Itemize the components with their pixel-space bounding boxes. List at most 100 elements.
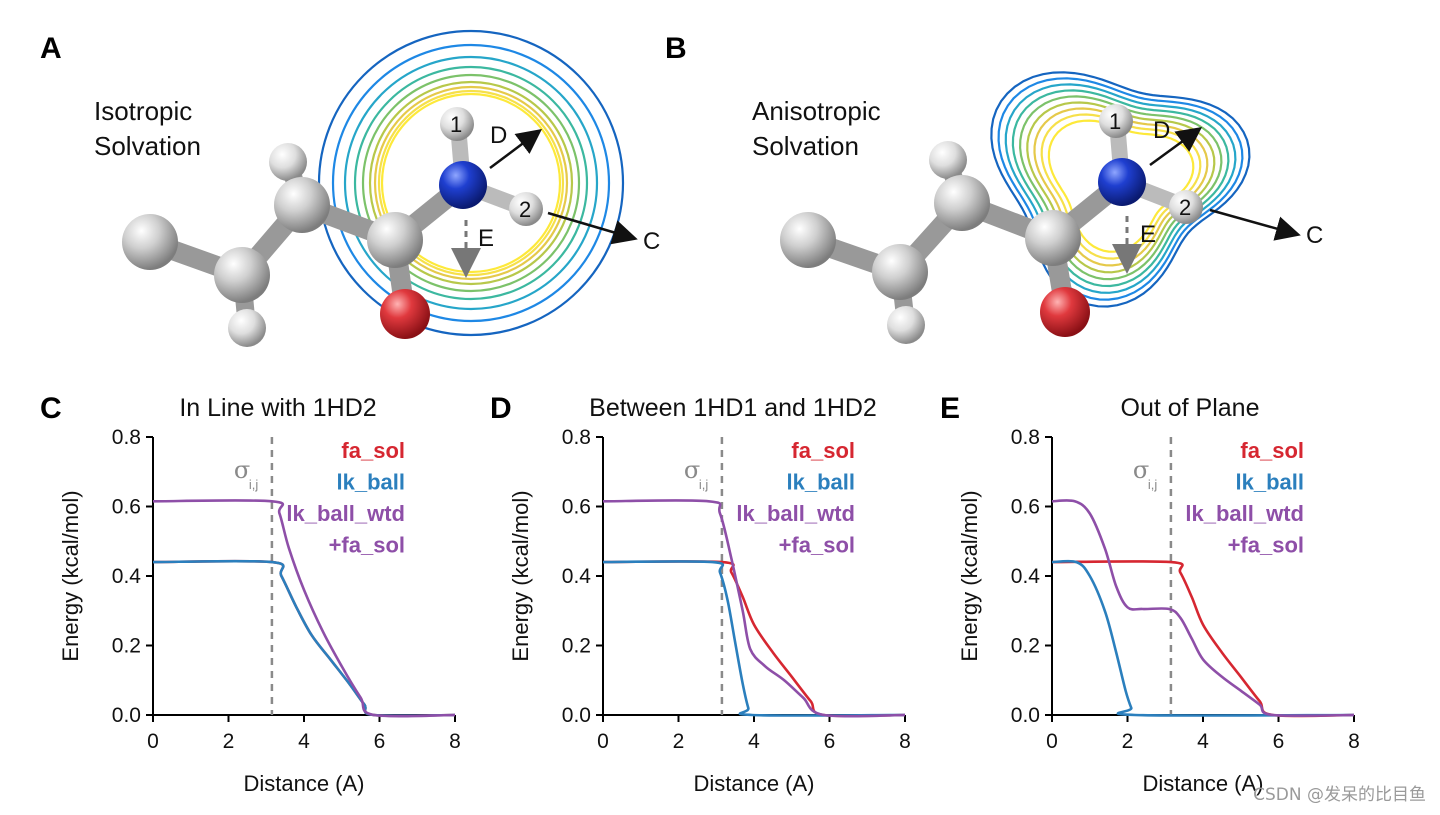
carbon-atom <box>934 175 990 231</box>
y-tick-label: 0.6 <box>562 496 591 519</box>
solvation-contour <box>1047 119 1195 253</box>
panel-letter-d: D <box>490 392 512 425</box>
solvation-contour <box>1011 89 1230 288</box>
y-tick-label: 0.4 <box>1011 565 1041 588</box>
solvation-contour <box>361 73 581 293</box>
legend-entry: fa_sol <box>791 438 855 463</box>
x-tick-label: 0 <box>597 730 609 753</box>
anisotropic-label-line2: Solvation <box>752 131 859 161</box>
legend-entry: lk_ball <box>1236 470 1304 495</box>
isotropic-solvation-contours <box>317 29 625 337</box>
series-line-fa-sol <box>152 559 456 718</box>
chart-panel-e: E Out of Plane 0 2 4 6 8 0.0 0.2 0.4 0.6 0.8 Distan… <box>940 392 1360 796</box>
carbon-atom <box>367 212 423 268</box>
legend-entry: lk_ball <box>787 470 855 495</box>
hydrogen-atom <box>269 143 307 181</box>
y-tick-label: 0.2 <box>562 635 591 658</box>
x-tick-label: 6 <box>824 730 836 753</box>
solvation-contour <box>990 71 1251 308</box>
sigma-symbol: σ <box>684 456 700 484</box>
y-tick-label: 0.6 <box>1011 496 1040 519</box>
hydrogen-atom <box>887 306 925 344</box>
x-tick-label: 8 <box>1348 730 1360 753</box>
atom-number-2: 2 <box>1179 195 1191 220</box>
anisotropic-solvation-contours <box>990 71 1251 308</box>
x-tick-label: 2 <box>1122 730 1134 753</box>
hydrogen-atom-2 <box>1169 190 1203 224</box>
legend-entry: lk_ball_wtd <box>736 501 855 526</box>
vector-c-arrow <box>1209 208 1301 241</box>
y-tick-label: 0.2 <box>1011 635 1040 658</box>
sigma-subscript: i,j <box>249 477 259 492</box>
series-line-lk-ball_wtd <box>152 499 456 718</box>
sigma-symbol: σ <box>1133 456 1149 484</box>
x-tick-label: 6 <box>374 730 386 753</box>
x-tick-label: 0 <box>1046 730 1058 753</box>
nitrogen-atom <box>439 161 487 209</box>
bonds-a <box>140 117 532 337</box>
y-tick-label: 0.4 <box>562 565 592 588</box>
solvation-contour <box>1040 113 1202 260</box>
solvation-contour <box>343 55 599 311</box>
carbon-atom <box>214 247 270 303</box>
hydrogen-atom-1 <box>440 107 474 141</box>
x-tick-label: 2 <box>673 730 685 753</box>
vector-c-label: C <box>1306 222 1323 249</box>
carbon-atom <box>780 212 836 268</box>
sigma-subscript: i,j <box>699 477 709 492</box>
solvation-contour <box>1004 83 1237 294</box>
x-tick-label: 2 <box>223 730 235 753</box>
hydrogen-atom-1 <box>1099 104 1133 138</box>
series-line-fa-sol <box>602 560 906 718</box>
x-tick-label: 4 <box>1197 730 1209 753</box>
molecule-b: 1 2 <box>780 104 1203 344</box>
panel-letter-e: E <box>940 392 960 425</box>
legend-entry: lk_ball <box>337 470 405 495</box>
series-line-fa-sol <box>1051 560 1355 718</box>
hydrogen-atom <box>929 141 967 179</box>
vector-e-label: E <box>478 225 494 252</box>
chart-title: Out of Plane <box>1121 394 1260 422</box>
panel-letter-b: B <box>665 32 687 65</box>
y-tick-label: 0.6 <box>112 496 141 519</box>
atom-number-1: 1 <box>450 112 462 137</box>
series-line-lk-ball_wtd <box>1051 499 1355 718</box>
sigma-symbol: σ <box>234 456 250 484</box>
x-axis-label: Distance (A) <box>693 771 814 796</box>
solvation-contour <box>368 80 574 286</box>
panel-letter-a: A <box>40 32 62 65</box>
watermark: CSDN @发呆的比目鱼 <box>1253 785 1426 805</box>
y-tick-label: 0.0 <box>562 704 591 727</box>
x-axis-label: Distance (A) <box>243 771 364 796</box>
series-line-lk-ball <box>602 560 906 717</box>
hydrogen-atom-2 <box>509 192 543 226</box>
panel-b: B Anisotropic Solvation <box>665 32 1323 344</box>
atom-number-1: 1 <box>1109 109 1121 134</box>
vector-d-arrow <box>1149 127 1203 167</box>
x-tick-label: 4 <box>298 730 310 753</box>
solvation-contour <box>353 65 589 301</box>
solvation-contour <box>1033 107 1209 267</box>
legend-entry: +fa_sol <box>779 533 855 558</box>
solvation-contour <box>1026 101 1216 274</box>
y-axis-label: Energy (kcal/mol) <box>508 490 533 661</box>
vector-d-label: D <box>490 122 507 149</box>
isotropic-label-line1: Isotropic <box>94 96 192 126</box>
vector-c-arrow <box>547 211 638 245</box>
x-tick-label: 8 <box>899 730 911 753</box>
x-tick-label: 6 <box>1273 730 1285 753</box>
legend-entry: fa_sol <box>341 438 405 463</box>
y-axis-label: Energy (kcal/mol) <box>58 490 83 661</box>
nitrogen-atom <box>1098 158 1146 206</box>
chart-title: Between 1HD1 and 1HD2 <box>589 394 877 422</box>
molecule-a: 1 2 <box>122 107 543 347</box>
solvation-contour <box>373 85 569 281</box>
y-tick-label: 0.8 <box>112 426 141 449</box>
y-tick-label: 0.8 <box>562 426 591 449</box>
carbon-atom <box>872 244 928 300</box>
x-tick-label: 0 <box>147 730 159 753</box>
legend-entry: +fa_sol <box>329 533 405 558</box>
carbon-atom <box>274 177 330 233</box>
x-axis-label: Distance (A) <box>1142 771 1263 796</box>
